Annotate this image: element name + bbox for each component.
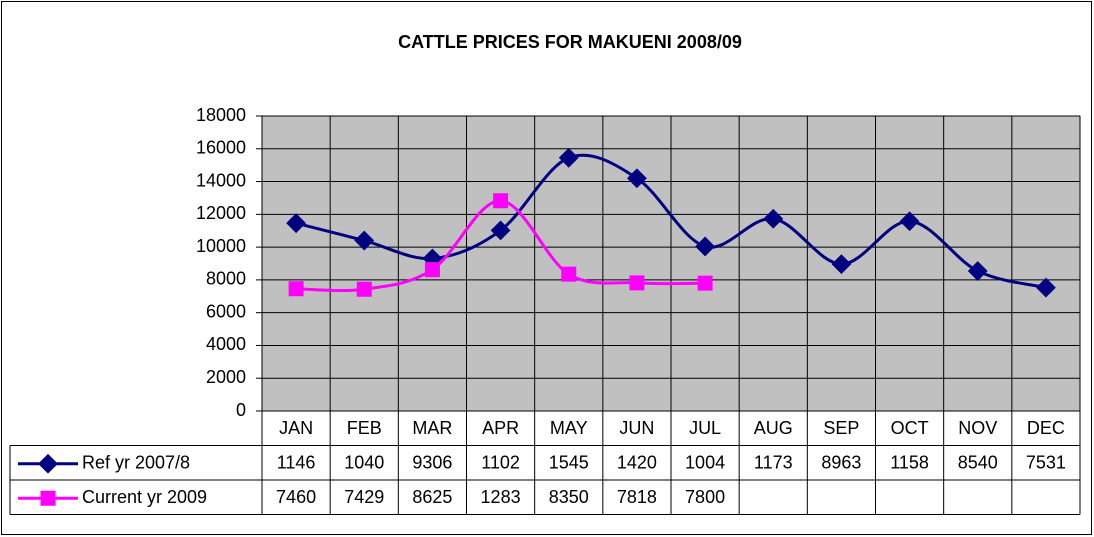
y-tick-label: 12000 xyxy=(196,203,246,223)
table-value: 8963 xyxy=(821,453,861,473)
table-value: 1146 xyxy=(277,453,316,473)
data-point xyxy=(629,275,645,291)
table-value: 7531 xyxy=(1026,453,1066,473)
x-tick-label: MAR xyxy=(412,418,452,438)
x-tick-label: MAY xyxy=(550,418,588,438)
y-tick-label: 0 xyxy=(236,400,246,420)
x-tick-label: DEC xyxy=(1027,418,1065,438)
legend-label: Current yr 2009 xyxy=(82,487,207,507)
y-tick-label: 4000 xyxy=(206,334,246,354)
y-tick-label: 6000 xyxy=(206,301,246,321)
table-value: 1420 xyxy=(617,453,657,473)
x-tick-label: SEP xyxy=(823,418,859,438)
data-point xyxy=(831,254,852,275)
y-tick-label: 18000 xyxy=(196,105,246,125)
data-point xyxy=(356,281,372,297)
y-tick-label: 10000 xyxy=(196,236,246,256)
table-value: 1545 xyxy=(549,453,589,473)
data-point xyxy=(288,281,304,297)
x-tick-label: APR xyxy=(482,418,519,438)
x-tick-label: FEB xyxy=(347,418,382,438)
x-tick-label: AUG xyxy=(754,418,793,438)
y-tick-label: 8000 xyxy=(206,269,246,289)
table-value: 7460 xyxy=(276,487,316,507)
chart-title: CATTLE PRICES FOR MAKUENI 2008/09 xyxy=(398,32,742,52)
table-value: 1040 xyxy=(344,453,384,473)
data-point xyxy=(1036,277,1056,298)
x-tick-label: OCT xyxy=(891,418,929,438)
x-tick-label: NOV xyxy=(958,418,997,438)
data-point xyxy=(354,230,375,251)
table-value: 7800 xyxy=(685,487,725,507)
table-value: 7818 xyxy=(617,487,657,507)
data-point xyxy=(490,220,511,241)
legend-marker xyxy=(40,490,56,506)
data-point xyxy=(561,266,577,282)
table-value: 8540 xyxy=(958,453,998,473)
x-tick-label: JAN xyxy=(279,418,313,438)
legend-marker xyxy=(38,453,58,474)
table-value: 1283 xyxy=(481,487,521,507)
table-value: 1173 xyxy=(754,453,793,473)
data-point xyxy=(697,275,713,291)
legend-label: Ref yr 2007/8 xyxy=(82,453,190,473)
table-value: 9306 xyxy=(412,453,452,473)
table-value: 7429 xyxy=(344,487,384,507)
data-point xyxy=(493,193,509,209)
table-value: 8350 xyxy=(549,487,589,507)
data-point xyxy=(286,213,306,234)
data-point xyxy=(424,262,440,278)
table-value: 1158 xyxy=(890,453,929,473)
x-tick-label: JUN xyxy=(619,418,654,438)
y-tick-label: 16000 xyxy=(196,138,246,158)
table-value: 1102 xyxy=(481,453,520,473)
x-tick-label: JUL xyxy=(689,418,721,438)
table-value: 8625 xyxy=(412,487,452,507)
table-value: 1004 xyxy=(685,453,725,473)
y-tick-label: 2000 xyxy=(206,367,246,387)
data-point xyxy=(967,261,988,281)
y-tick-label: 14000 xyxy=(196,170,246,190)
